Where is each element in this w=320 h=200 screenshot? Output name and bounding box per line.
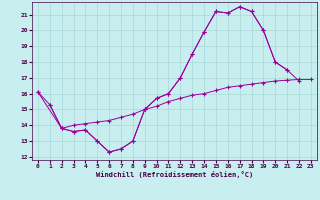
X-axis label: Windchill (Refroidissement éolien,°C): Windchill (Refroidissement éolien,°C): [96, 171, 253, 178]
